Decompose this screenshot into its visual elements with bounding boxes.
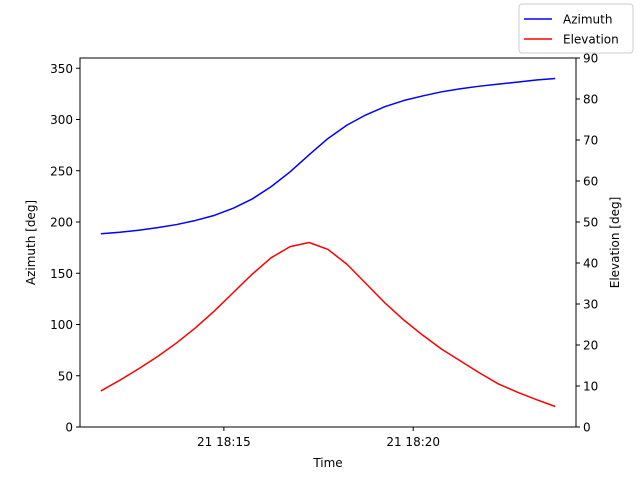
legend-label-elevation: Elevation [563,33,619,47]
y-axis-label-right: Elevation [deg] [608,197,622,289]
legend-frame [518,3,634,54]
y-left-tick-label: 150 [50,267,73,281]
y-left-tick-label: 0 [65,421,73,435]
y-axis-label-left: Azimuth [deg] [24,200,38,285]
y-right-tick-label: 50 [583,216,598,230]
y-right-tick-label: 60 [583,175,598,189]
x-tick-label: 21 18:15 [197,435,251,449]
series-line-azimuth [100,77,556,235]
y-right-tick-label: 70 [583,134,598,148]
plot-area-frame [79,57,577,428]
y-right-tick-label: 20 [583,339,598,353]
axis-ticks: 0 50 100 150 200 250 300 350 0 10 20 30 40 50 60 70 80 90… [50,52,598,450]
series-line-elevation [100,241,556,408]
y-right-tick-label: 90 [583,52,598,66]
y-left-tick-label: 50 [58,369,73,383]
x-axis-label: Time [312,456,342,470]
y-left-tick-label: 300 [50,113,73,127]
y-left-tick-label: 100 [50,318,73,332]
y-left-tick-label: 200 [50,216,73,230]
y-left-tick-label: 350 [50,62,73,76]
y-right-tick-label: 80 [583,93,598,107]
y-right-tick-label: 40 [583,257,598,271]
y-right-tick-label: 0 [583,421,591,435]
y-right-tick-label: 10 [583,380,598,394]
chart-marks [100,77,556,408]
y-left-tick-label: 250 [50,164,73,178]
legend: Azimuth Elevation [518,3,634,54]
y-right-tick-label: 30 [583,298,598,312]
x-tick-label: 21 18:20 [386,435,440,449]
legend-label-azimuth: Azimuth [563,13,612,27]
